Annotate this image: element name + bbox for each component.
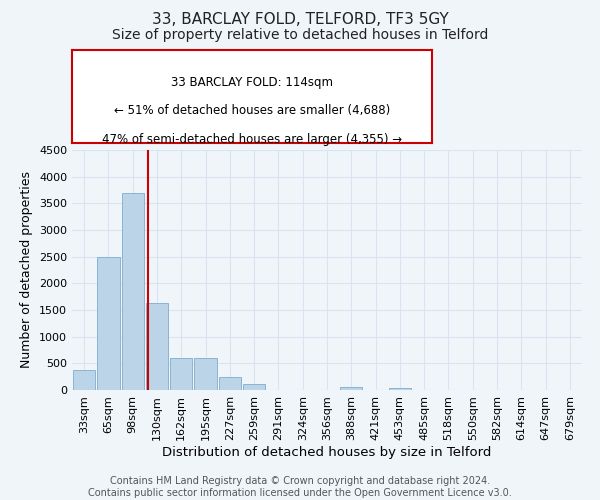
Bar — [194, 358, 217, 390]
Text: 33 BARCLAY FOLD: 114sqm: 33 BARCLAY FOLD: 114sqm — [171, 76, 333, 89]
Bar — [389, 388, 411, 390]
Y-axis label: Number of detached properties: Number of detached properties — [20, 172, 34, 368]
Text: 47% of semi-detached houses are larger (4,355) →: 47% of semi-detached houses are larger (… — [102, 133, 402, 146]
Text: Size of property relative to detached houses in Telford: Size of property relative to detached ho… — [112, 28, 488, 42]
Bar — [170, 358, 193, 390]
Bar — [146, 303, 168, 390]
Bar — [73, 370, 95, 390]
Bar — [243, 384, 265, 390]
Bar — [340, 387, 362, 390]
X-axis label: Distribution of detached houses by size in Telford: Distribution of detached houses by size … — [163, 446, 491, 458]
Text: ← 51% of detached houses are smaller (4,688): ← 51% of detached houses are smaller (4,… — [114, 104, 390, 117]
Bar — [122, 192, 144, 390]
Bar — [97, 256, 119, 390]
Text: 33, BARCLAY FOLD, TELFORD, TF3 5GY: 33, BARCLAY FOLD, TELFORD, TF3 5GY — [152, 12, 448, 28]
Text: Contains HM Land Registry data © Crown copyright and database right 2024.
Contai: Contains HM Land Registry data © Crown c… — [88, 476, 512, 498]
Bar — [218, 377, 241, 390]
